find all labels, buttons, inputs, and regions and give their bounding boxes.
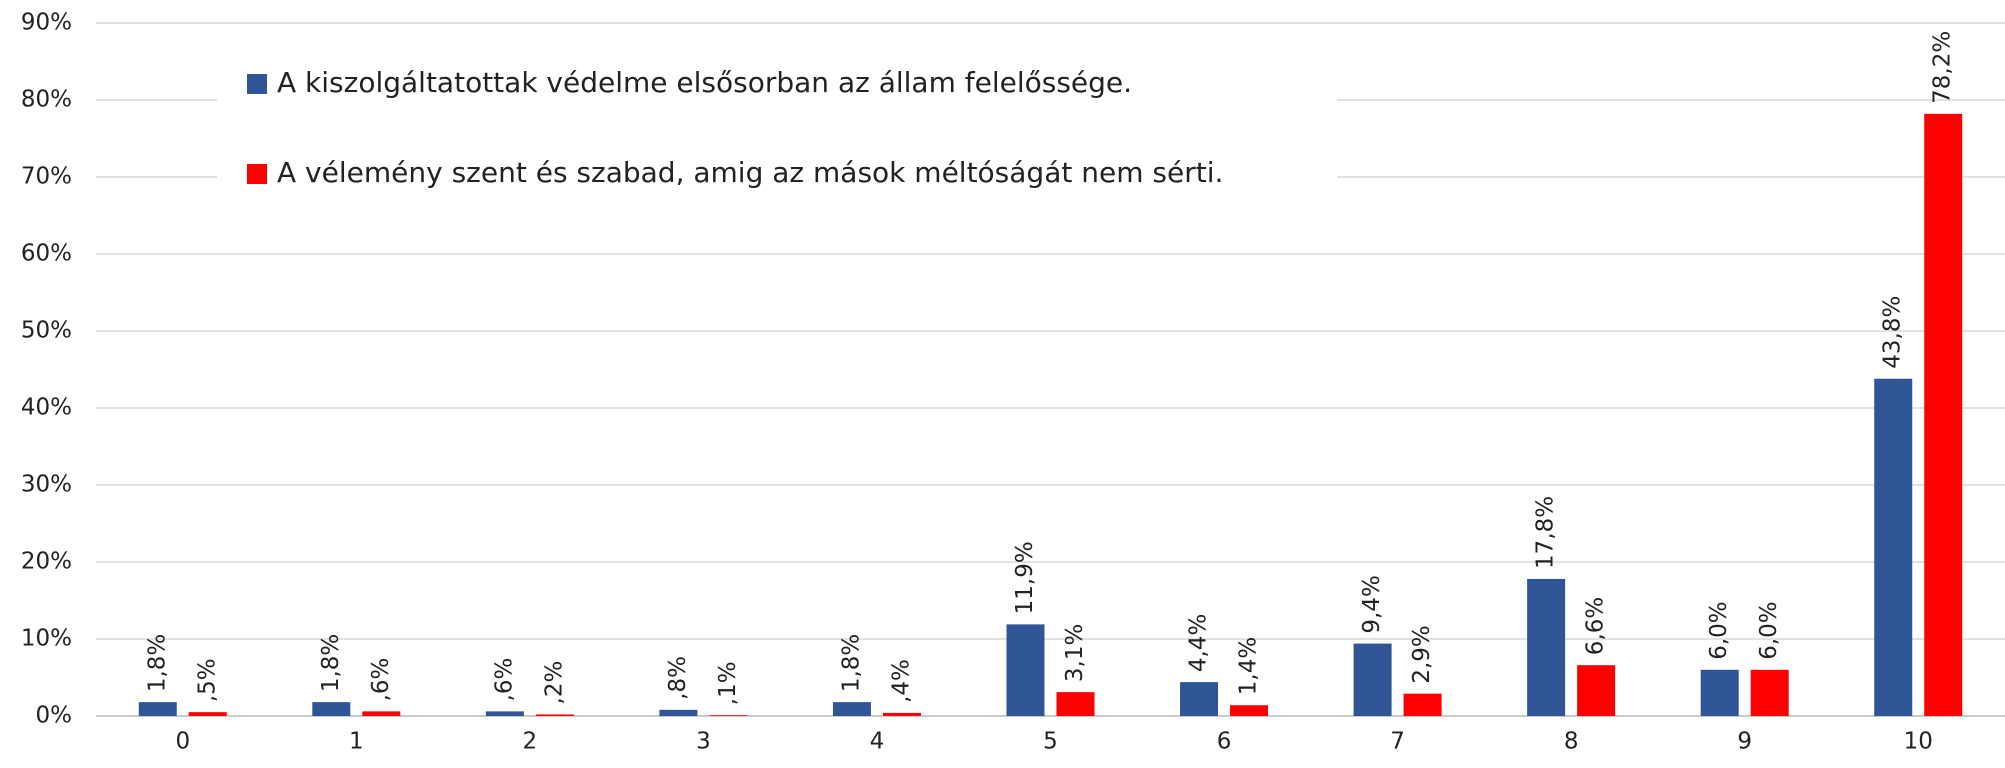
data-label: 11,9% [1012, 541, 1038, 614]
x-tick-label: 4 [870, 729, 885, 755]
data-label: ,1% [715, 661, 741, 705]
x-tick-label: 0 [175, 729, 190, 755]
data-label: 1,8% [838, 634, 864, 692]
data-label: 6,6% [1583, 597, 1609, 655]
data-label: ,4% [888, 659, 914, 703]
bar [832, 702, 871, 716]
y-tick-label: 10% [21, 626, 72, 652]
bar [1353, 643, 1392, 716]
x-tick-label: 10 [1904, 729, 1933, 755]
bar [1056, 692, 1095, 716]
y-tick-label: 90% [21, 10, 72, 36]
data-label: 43,8% [1880, 296, 1906, 369]
data-label: ,5% [194, 658, 220, 702]
y-tick-label: 70% [21, 164, 72, 190]
bar [1180, 682, 1219, 716]
legend-label: A vélemény szent és szabad, amig az máso… [277, 156, 1223, 189]
bar [312, 702, 351, 716]
data-label: 78,2% [1930, 31, 1956, 104]
y-tick-label: 40% [21, 395, 72, 421]
data-label: 17,8% [1533, 496, 1559, 569]
legend-swatch [247, 74, 267, 94]
bar [1750, 669, 1789, 716]
bar [1874, 378, 1913, 716]
y-tick-label: 20% [21, 549, 72, 575]
x-tick-label: 1 [349, 729, 364, 755]
data-label: 2,9% [1409, 625, 1435, 683]
x-tick-label: 6 [1217, 729, 1232, 755]
bar [1700, 669, 1739, 716]
x-tick-label: 2 [523, 729, 538, 755]
data-label: ,8% [665, 656, 691, 700]
x-tick-label: 9 [1737, 729, 1752, 755]
data-label: 1,8% [144, 634, 170, 692]
bar [659, 709, 698, 716]
y-tick-label: 0% [36, 703, 73, 729]
bar [362, 711, 401, 716]
y-tick-label: 60% [21, 241, 72, 267]
x-tick-label: 8 [1564, 729, 1579, 755]
bar [535, 714, 574, 716]
bar [138, 702, 177, 716]
legend-label: A kiszolgáltatottak védelme elsősorban a… [277, 66, 1132, 99]
data-label: ,6% [368, 658, 394, 702]
bar [882, 712, 921, 716]
y-tick-label: 50% [21, 318, 72, 344]
bar [1527, 578, 1566, 716]
bar [1924, 113, 1963, 717]
bar [1577, 665, 1616, 716]
bar [188, 712, 227, 716]
bar [1006, 624, 1045, 716]
bar [709, 715, 748, 716]
data-label: ,6% [491, 658, 517, 702]
x-tick-label: 5 [1043, 729, 1058, 755]
data-label: ,2% [541, 661, 567, 705]
x-tick-label: 3 [696, 729, 711, 755]
legend-box [217, 50, 1337, 218]
bar [1403, 693, 1442, 716]
x-tick-label: 7 [1390, 729, 1405, 755]
y-tick-label: 30% [21, 472, 72, 498]
data-label: 6,0% [1706, 601, 1732, 659]
data-label: 3,1% [1062, 624, 1088, 682]
bar [485, 711, 524, 716]
data-label: 1,8% [318, 634, 344, 692]
data-label: 9,4% [1359, 575, 1385, 633]
data-label: 6,0% [1756, 601, 1782, 659]
bar [1230, 705, 1269, 716]
data-label: 1,4% [1236, 637, 1262, 695]
data-label: 4,4% [1186, 614, 1212, 672]
legend-swatch [247, 164, 267, 184]
y-tick-label: 80% [21, 87, 72, 113]
